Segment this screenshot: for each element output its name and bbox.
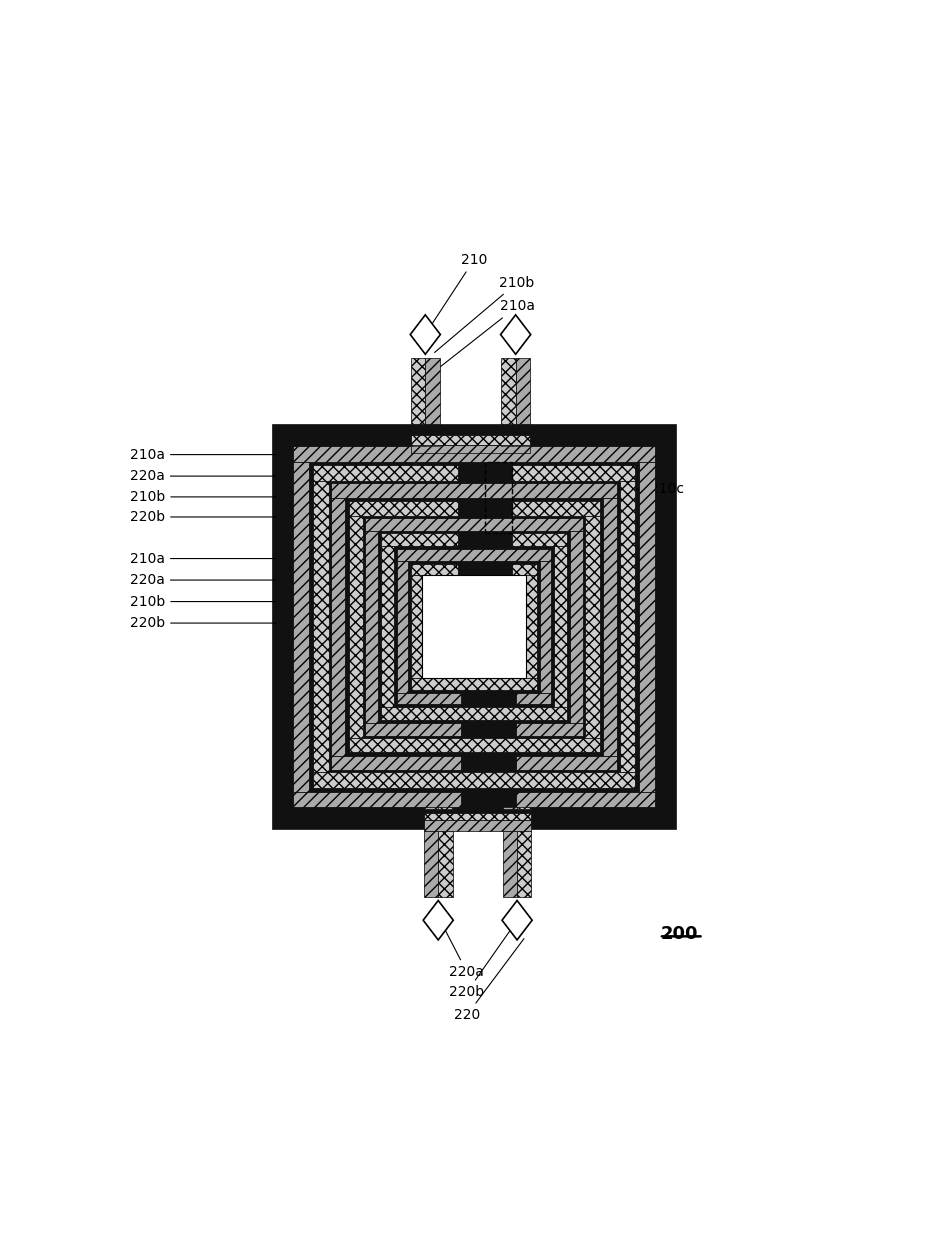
Text: 220b: 220b	[450, 922, 515, 1000]
Bar	[411, 446, 530, 453]
Bar	[397, 693, 462, 704]
Polygon shape	[423, 901, 453, 940]
Bar	[620, 482, 635, 773]
Text: 220a: 220a	[130, 469, 277, 483]
Bar	[397, 560, 408, 693]
Bar	[503, 807, 517, 810]
Bar	[424, 831, 438, 897]
Bar	[515, 791, 655, 807]
Bar	[293, 791, 462, 807]
Bar	[411, 434, 530, 446]
Bar	[515, 693, 551, 704]
Text: 210b: 210b	[435, 276, 535, 352]
Bar	[381, 706, 567, 720]
Text: 220b: 220b	[130, 617, 277, 630]
Text: 210a: 210a	[130, 448, 277, 462]
Text: 210b: 210b	[130, 594, 277, 609]
Bar	[515, 358, 530, 424]
Bar	[411, 358, 426, 424]
Bar	[554, 547, 567, 706]
Bar	[411, 564, 458, 575]
Bar	[313, 466, 458, 482]
Bar	[331, 498, 345, 756]
Bar	[603, 498, 617, 756]
Polygon shape	[411, 314, 440, 354]
Bar	[438, 831, 452, 897]
Bar	[365, 530, 378, 723]
Bar	[517, 807, 531, 810]
Bar	[313, 773, 635, 787]
Bar	[331, 483, 618, 498]
Bar	[517, 831, 531, 897]
Text: 220b: 220b	[130, 510, 277, 524]
Bar	[331, 756, 462, 770]
Text: 220a: 220a	[439, 919, 485, 978]
Text: 210a: 210a	[130, 552, 277, 565]
Bar	[424, 812, 532, 820]
Bar	[293, 462, 309, 791]
Bar	[586, 515, 599, 738]
Bar	[485, 462, 512, 533]
Bar	[349, 738, 599, 753]
Bar	[397, 549, 551, 560]
Bar	[381, 547, 394, 706]
Text: 220: 220	[454, 938, 524, 1022]
Polygon shape	[500, 314, 531, 354]
Bar	[570, 530, 583, 723]
Bar	[438, 807, 452, 810]
Bar	[424, 820, 532, 831]
Bar	[424, 807, 438, 810]
Bar	[512, 466, 635, 482]
Polygon shape	[502, 901, 532, 940]
Bar	[365, 518, 583, 530]
Bar	[525, 575, 537, 678]
Text: 205: 205	[492, 605, 521, 620]
Text: 210: 210	[426, 253, 487, 332]
Bar	[639, 462, 655, 791]
Bar	[313, 482, 328, 773]
Bar	[426, 358, 439, 424]
Bar	[515, 756, 618, 770]
Bar	[272, 424, 676, 829]
Bar	[381, 533, 458, 547]
Bar	[411, 575, 423, 678]
Bar	[503, 831, 517, 897]
Text: 210a: 210a	[420, 300, 535, 382]
Text: 210c: 210c	[516, 482, 684, 495]
Text: 200: 200	[660, 925, 698, 943]
Bar	[501, 358, 515, 424]
Bar	[512, 564, 537, 575]
Bar	[512, 533, 567, 547]
Bar	[540, 560, 551, 693]
Bar	[293, 446, 655, 462]
Bar	[515, 723, 583, 735]
Bar	[349, 502, 458, 515]
Bar	[365, 723, 462, 735]
Bar	[512, 502, 599, 515]
Bar	[411, 678, 537, 690]
Text: 210b: 210b	[130, 490, 277, 504]
Bar	[423, 575, 525, 678]
Text: 220a: 220a	[130, 573, 277, 587]
Bar	[349, 515, 363, 738]
